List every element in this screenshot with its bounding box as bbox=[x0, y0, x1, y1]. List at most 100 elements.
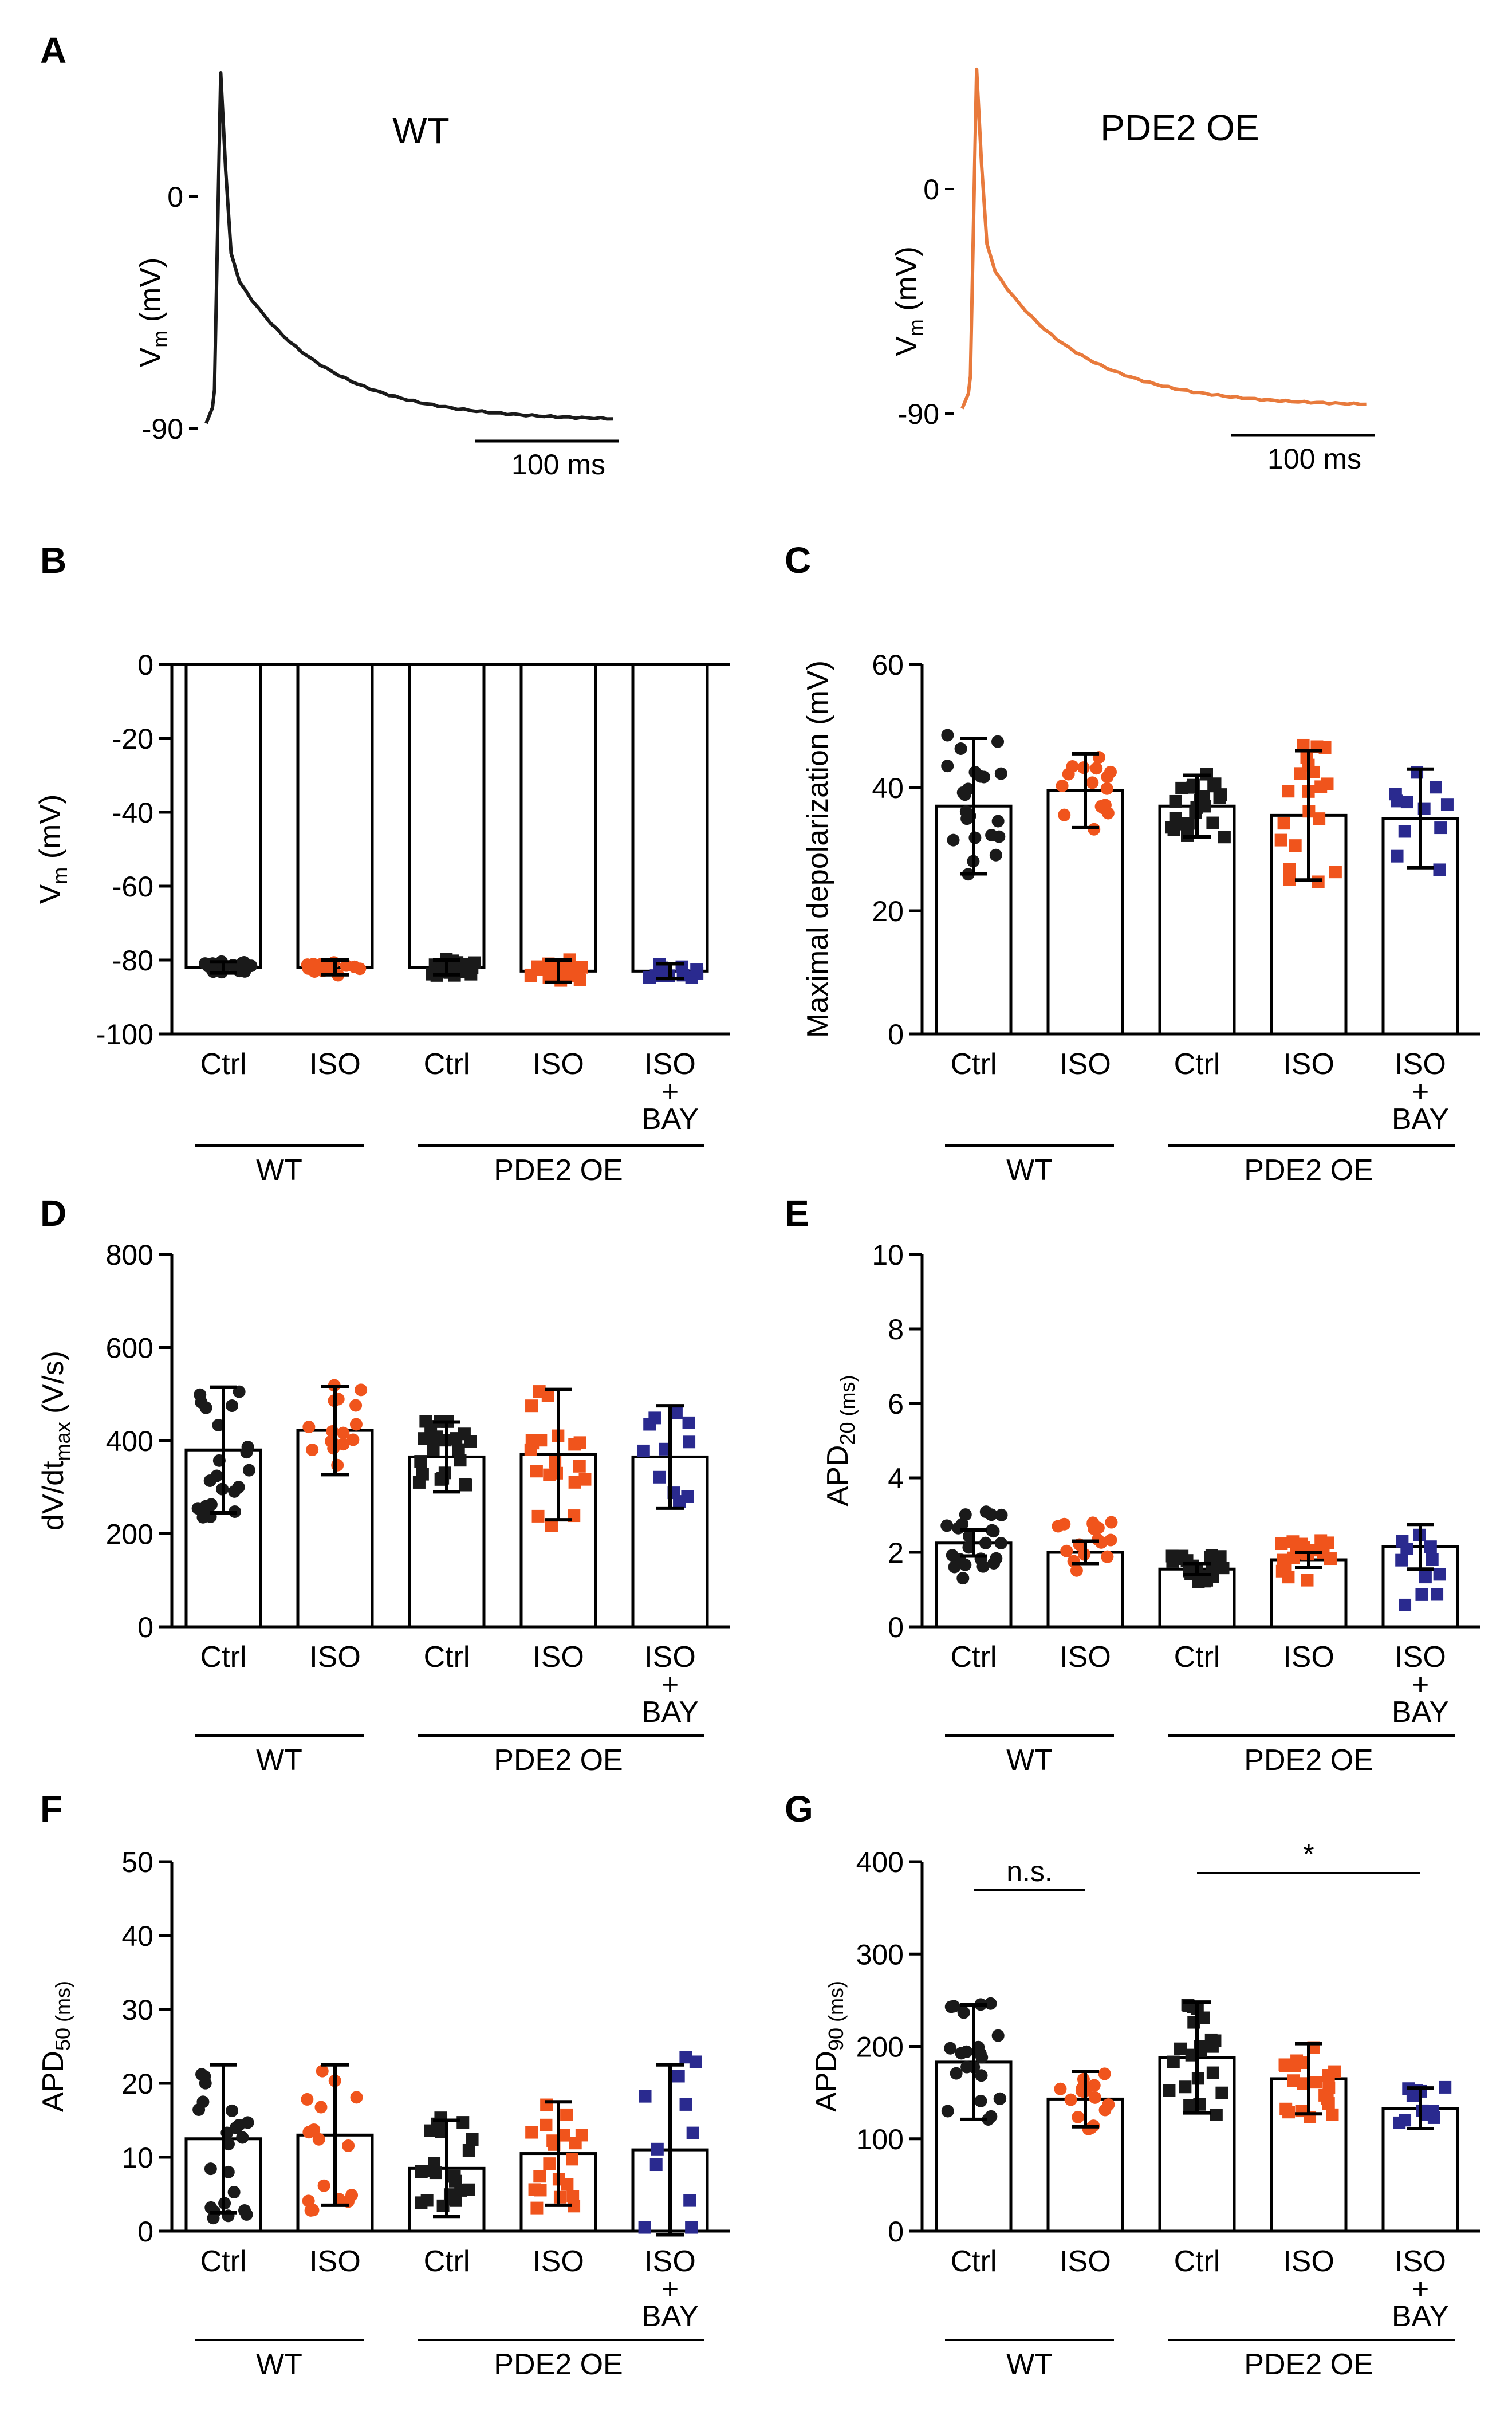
data-point bbox=[1400, 796, 1413, 809]
y-tick-label: 20 bbox=[121, 2068, 153, 2100]
bar bbox=[184, 663, 262, 969]
y-tick-label: 400 bbox=[856, 1846, 904, 1878]
data-point bbox=[1100, 782, 1113, 795]
bar bbox=[1158, 804, 1236, 1036]
data-point bbox=[459, 1478, 472, 1491]
data-point bbox=[226, 1399, 239, 1413]
data-point bbox=[1391, 849, 1404, 863]
data-point bbox=[1283, 863, 1296, 876]
data-point bbox=[345, 2189, 359, 2202]
data-point bbox=[434, 1473, 447, 1486]
data-point bbox=[199, 2076, 212, 2090]
group-label: PDE2 OE bbox=[494, 1744, 623, 1777]
data-point bbox=[1098, 2103, 1112, 2117]
data-point bbox=[1060, 1544, 1073, 1557]
y-tick-label: -20 bbox=[112, 723, 153, 755]
bar bbox=[408, 663, 486, 969]
y-tick-label: -40 bbox=[112, 797, 153, 829]
x-tick-label-line: ISO bbox=[644, 1641, 696, 1674]
y-label-sub: m bbox=[904, 319, 928, 336]
data-point bbox=[313, 962, 326, 976]
x-tick-label: ISO bbox=[1283, 2245, 1334, 2278]
data-point bbox=[346, 1433, 360, 1446]
y-tick-label: 600 bbox=[106, 1332, 153, 1364]
y-tick-label: 0 bbox=[888, 2216, 904, 2248]
data-point bbox=[960, 812, 974, 825]
data-point bbox=[984, 1997, 997, 2010]
y-tick-label: 30 bbox=[121, 1994, 153, 2026]
data-point bbox=[543, 1468, 556, 1481]
data-point bbox=[1434, 821, 1447, 835]
data-point bbox=[525, 1399, 538, 1413]
y-axis-label: APD20 (ms) bbox=[821, 1375, 859, 1507]
y-tick-label: 20 bbox=[872, 895, 904, 927]
data-point bbox=[1090, 762, 1103, 775]
data-point bbox=[1086, 1516, 1100, 1529]
data-point bbox=[1406, 2089, 1419, 2102]
data-point bbox=[995, 1508, 1008, 1521]
trace-tick-label: -90 bbox=[898, 398, 939, 430]
data-point bbox=[342, 2139, 355, 2152]
data-point bbox=[566, 2153, 579, 2166]
data-point bbox=[672, 2070, 685, 2083]
y-tick-label: 200 bbox=[106, 1519, 153, 1551]
data-point bbox=[531, 1509, 545, 1523]
chart-panel-d: D 0 200 400 600 800 dV/dtmax (V/s) Ctrl ISO Ctrl I… bbox=[37, 1193, 730, 1777]
data-point bbox=[540, 2118, 553, 2131]
data-point bbox=[1318, 2088, 1332, 2102]
trace-title: PDE2 OE bbox=[1100, 107, 1259, 148]
panel-label-a: A bbox=[40, 30, 66, 71]
x-tick-label-line: + bbox=[662, 2272, 679, 2306]
data-point bbox=[960, 2045, 973, 2058]
x-tick-label: Ctrl bbox=[200, 2245, 247, 2278]
x-tick-label-line: ISO bbox=[1395, 2245, 1446, 2278]
bar bbox=[519, 663, 597, 973]
data-point bbox=[1098, 799, 1112, 812]
data-point bbox=[956, 1572, 970, 1585]
data-point bbox=[196, 2095, 210, 2109]
data-point bbox=[429, 2166, 442, 2180]
data-point bbox=[991, 735, 1005, 748]
data-point bbox=[1169, 794, 1182, 808]
x-tick-label-line: ISO bbox=[644, 2245, 696, 2278]
data-point bbox=[638, 2221, 651, 2234]
data-point bbox=[1440, 798, 1454, 811]
data-point bbox=[302, 2194, 315, 2208]
data-point bbox=[962, 782, 975, 796]
data-point bbox=[236, 2131, 249, 2144]
data-point bbox=[194, 1388, 207, 1401]
data-point bbox=[991, 2029, 1005, 2042]
data-point bbox=[462, 2143, 475, 2157]
x-tick-label: ISO bbox=[533, 2245, 584, 2278]
data-point bbox=[1062, 768, 1075, 781]
trace-panel-wt: A WT 0 -90 Vm (mV) 100 ms bbox=[40, 30, 619, 481]
action-potential-trace bbox=[204, 71, 613, 424]
data-point bbox=[673, 1495, 686, 1508]
data-point bbox=[1072, 2110, 1085, 2123]
data-point bbox=[568, 1476, 581, 1489]
data-point bbox=[1419, 1571, 1432, 1584]
x-tick-label: ISO bbox=[1060, 1048, 1111, 1081]
data-point bbox=[1275, 1564, 1289, 1578]
data-point bbox=[202, 1504, 215, 1517]
group-label: PDE2 OE bbox=[494, 2348, 623, 2381]
data-point bbox=[314, 2101, 328, 2114]
y-tick-label: 300 bbox=[856, 1938, 904, 1970]
data-point bbox=[449, 2174, 462, 2188]
data-point bbox=[1058, 808, 1071, 821]
y-axis-label: APD90 (ms) bbox=[810, 1981, 848, 2112]
y-label-sub: m bbox=[48, 867, 72, 884]
panel-label-f: F bbox=[40, 1788, 62, 1830]
data-point bbox=[1104, 765, 1117, 778]
data-point bbox=[994, 1537, 1007, 1550]
data-point bbox=[946, 1549, 959, 1562]
y-axis-label: Vm (mV) bbox=[34, 794, 72, 904]
data-point bbox=[985, 2110, 998, 2123]
data-point bbox=[415, 2165, 428, 2178]
x-tick-label-line: BAY bbox=[641, 1696, 699, 1729]
data-point bbox=[944, 2042, 957, 2055]
data-point bbox=[1290, 2054, 1304, 2067]
group-label: PDE2 OE bbox=[1244, 1744, 1373, 1777]
